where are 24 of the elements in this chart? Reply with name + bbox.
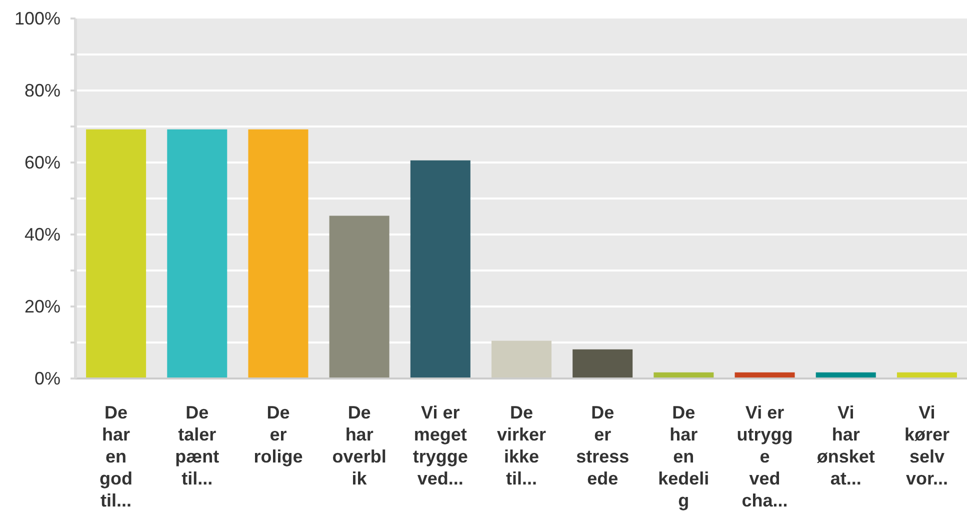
x-tick-label: De har en god til...: [100, 402, 133, 510]
y-tick-label: 20%: [24, 296, 61, 316]
bar: [491, 340, 552, 378]
x-tick-label: De har en kedeli g: [658, 402, 710, 510]
x-tick-label: De taler pænt til...: [175, 402, 220, 488]
x-tick-label: Vi er meget trygge ved...: [412, 402, 468, 488]
bar: [329, 216, 390, 378]
bar: [410, 160, 470, 378]
y-tick-label: 60%: [24, 152, 61, 172]
x-tick-label: Vi er utrygg e ved cha...: [736, 402, 793, 510]
bar: [572, 349, 633, 378]
x-tick-label: De har overbl ik: [332, 402, 386, 488]
x-tick-label: De virker ikke til...: [496, 402, 546, 488]
x-tick-label: Vi kører selv vor...: [904, 402, 950, 488]
x-tick-label: De er rolige: [254, 402, 303, 466]
x-tick-label: De er stress ede: [576, 402, 630, 488]
y-tick-label: 80%: [24, 80, 61, 100]
bar: [167, 129, 228, 378]
y-tick-label: 0%: [34, 368, 60, 388]
y-tick-label: 100%: [14, 8, 61, 28]
bar: [86, 129, 146, 378]
bar: [248, 129, 308, 378]
y-tick-label: 40%: [24, 224, 61, 244]
x-tick-label: Vi har ønsket at...: [816, 402, 875, 488]
